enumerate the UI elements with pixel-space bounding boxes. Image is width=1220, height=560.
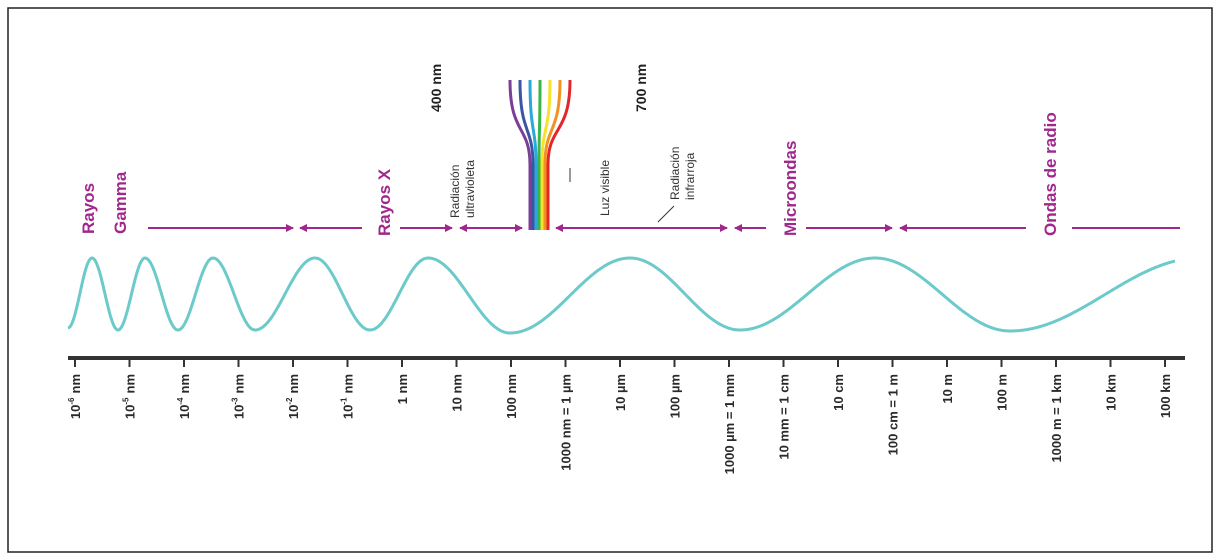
tick-text: 1000 m = 1 km bbox=[1049, 374, 1064, 463]
tick-text: 100 m bbox=[995, 374, 1010, 411]
tick-exponent: -5 bbox=[122, 397, 131, 405]
tick-label: 100 nm bbox=[504, 374, 519, 419]
region-label: ultravioleta bbox=[463, 160, 477, 218]
region-label: Ondas de radio bbox=[1041, 112, 1060, 236]
strand bbox=[539, 80, 540, 230]
tick-base: 10 bbox=[232, 405, 247, 419]
tick-label: 10-1 nm bbox=[340, 374, 356, 419]
tick-text: 100 nm bbox=[504, 374, 519, 419]
tick-unit: nm bbox=[123, 374, 138, 394]
tick-unit: nm bbox=[232, 374, 247, 394]
marker-400: 400 nm bbox=[428, 64, 444, 112]
tick-label: 10-3 nm bbox=[231, 374, 247, 419]
tick-label: 10-5 nm bbox=[122, 374, 138, 419]
tick-text: 1 nm bbox=[395, 374, 410, 404]
tick-label: 10-6 nm bbox=[67, 374, 83, 419]
wave bbox=[68, 258, 1175, 333]
tick-text: 10 nm bbox=[450, 374, 465, 412]
tick-label: 10 mm = 1 cm bbox=[777, 374, 792, 460]
tick-base: 10 bbox=[177, 405, 192, 419]
tick-text: 1000 nm = 1 µm bbox=[559, 374, 574, 471]
tick-exponent: -1 bbox=[340, 397, 349, 405]
visible-light-strands bbox=[510, 80, 570, 230]
tick-label: 10 m bbox=[940, 374, 955, 404]
tick-text: 10 µm bbox=[613, 374, 628, 411]
tick-text: 10 mm = 1 cm bbox=[777, 374, 792, 460]
tick-exponent: -3 bbox=[231, 397, 240, 405]
tick-label: 10 nm bbox=[450, 374, 465, 412]
tick-label: 10-4 nm bbox=[176, 374, 192, 419]
tick-label: 1000 µm = 1 mm bbox=[722, 374, 737, 474]
region-label: Microondas bbox=[781, 141, 800, 236]
marker-700: 700 nm bbox=[633, 64, 649, 112]
spectrum-diagram: 400 nm 700 nm Rayos Gamma Rayos X Radiac… bbox=[0, 0, 1220, 560]
region-label: Rayos X bbox=[375, 168, 394, 236]
tick-label: 10 cm bbox=[831, 374, 846, 411]
tick-unit: nm bbox=[68, 374, 83, 394]
region-label: infrarroja bbox=[683, 152, 697, 200]
tick-label: 100 µm bbox=[668, 374, 683, 418]
tick-text: 10 cm bbox=[831, 374, 846, 411]
tick-text: 100 km bbox=[1158, 374, 1173, 418]
frame bbox=[8, 8, 1212, 552]
tick-base: 10 bbox=[68, 405, 83, 419]
region-label: Rayos bbox=[79, 183, 98, 234]
tick-base: 10 bbox=[123, 405, 138, 419]
region-label: Radiación bbox=[448, 165, 462, 218]
tick-label: 1000 nm = 1 µm bbox=[559, 374, 574, 471]
tick-exponent: -2 bbox=[285, 397, 294, 405]
tick-unit: nm bbox=[286, 374, 301, 394]
tick-base: 10 bbox=[341, 405, 356, 419]
region-label: Luz visible bbox=[598, 160, 612, 216]
tick-text: 100 µm bbox=[668, 374, 683, 418]
tick-text: 10 km bbox=[1104, 374, 1119, 411]
tick-exponent: -6 bbox=[67, 397, 76, 405]
tick-text: 1000 µm = 1 mm bbox=[722, 374, 737, 474]
tick-label: 10 km bbox=[1104, 374, 1119, 411]
tick-label: 100 km bbox=[1158, 374, 1173, 418]
tick-label: 1 nm bbox=[395, 374, 410, 404]
tick-unit: nm bbox=[341, 374, 356, 394]
tick-label: 100 m bbox=[995, 374, 1010, 411]
tick-label: 100 cm = 1 m bbox=[886, 374, 901, 455]
tick-label: 1000 m = 1 km bbox=[1049, 374, 1064, 463]
region-label: Gamma bbox=[111, 171, 130, 234]
tick-unit: nm bbox=[177, 374, 192, 394]
tick-base: 10 bbox=[286, 405, 301, 419]
tick-text: 10 m bbox=[940, 374, 955, 404]
tick-label: 10 µm bbox=[613, 374, 628, 411]
leader bbox=[658, 206, 674, 222]
tick-exponent: -4 bbox=[176, 397, 185, 405]
tick-label: 10-2 nm bbox=[285, 374, 301, 419]
tick-text: 100 cm = 1 m bbox=[886, 374, 901, 455]
region-label: Radiación bbox=[668, 147, 682, 200]
